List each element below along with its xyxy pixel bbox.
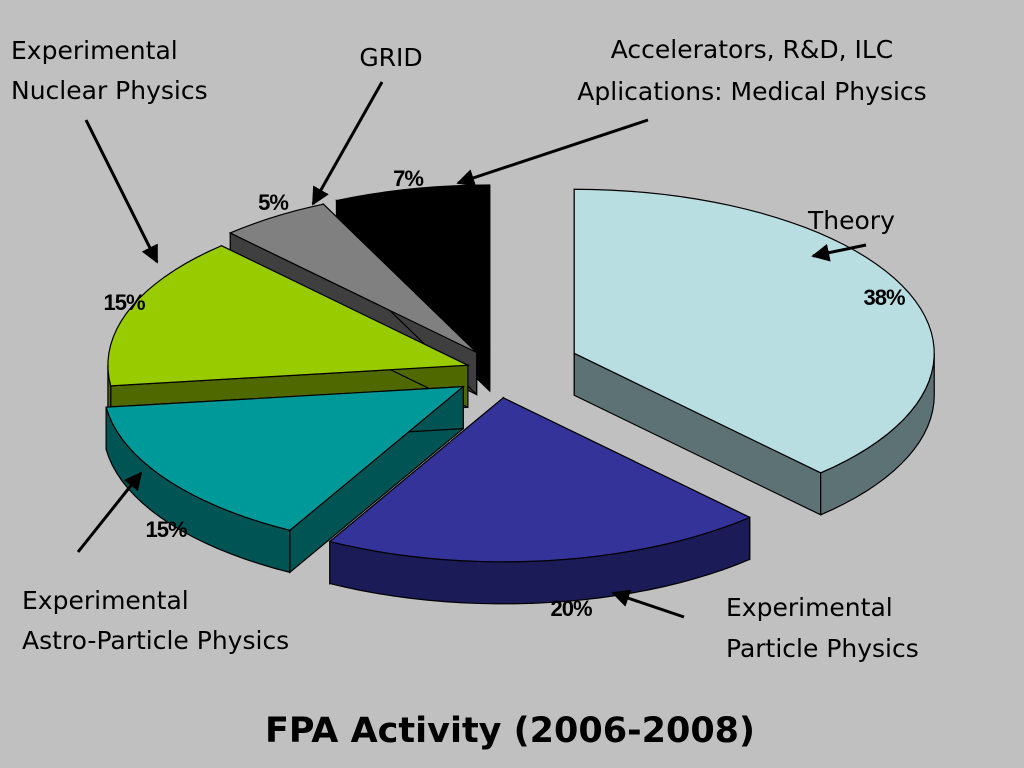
pie-slice-top [107,245,471,387]
slice-percent-label: 15% [145,517,186,542]
pie-slice-0 [573,188,935,516]
slice-percent-label: 20% [550,596,591,621]
pie-slice-1 [328,396,751,605]
pie-slice-top [573,188,935,474]
callout-arrow [76,471,143,553]
slice-label: GRID [359,43,422,72]
callout-arrow [811,243,867,262]
slice-percent-label: 38% [863,285,904,310]
slice-percent-label: 15% [103,290,144,315]
slice-label: Experimental [22,586,189,615]
slice-label: Aplications: Medical Physics [577,77,926,106]
slice-label: Particle Physics [726,634,919,663]
slice-label: Nuclear Physics [11,76,208,105]
slice-label: Astro-Particle Physics [22,626,289,655]
pie-slice-top [328,397,751,563]
callout-arrow [456,118,649,187]
callout-arrow [311,81,384,206]
slice-percent-label: 7% [393,166,423,191]
callout-arrow [84,119,159,264]
slice-label: Accelerators, R&D, ILC [611,35,894,64]
pie-slice-top [228,203,478,354]
slice-label: Theory [807,206,895,235]
slice-percent-label: 5% [258,190,288,215]
pie-slice-2 [105,385,466,574]
slice-label: Experimental [726,593,893,622]
pie-slice-top [105,385,466,532]
callout-arrow [611,589,685,619]
chart-title: FPA Activity (2006-2008) [265,711,755,751]
slice-label: Experimental [11,36,178,65]
